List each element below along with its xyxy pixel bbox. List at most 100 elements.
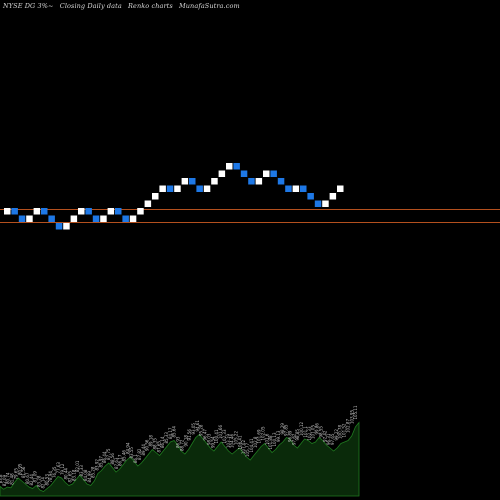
- volume-label: 101.69: [257, 429, 262, 443]
- volume-label: 100.12: [299, 422, 304, 436]
- volume-label: 87.63: [114, 457, 119, 469]
- volume-label: 95.28: [199, 424, 204, 436]
- volume-label: 83.28: [37, 475, 42, 487]
- volume-label: 96.47: [203, 429, 208, 441]
- renko-brick-up: [63, 223, 70, 230]
- renko-brick-down: [11, 208, 18, 215]
- volume-label: 87.65: [156, 441, 161, 453]
- renko-brick-up: [70, 215, 78, 222]
- volume-label: 80.44: [64, 468, 69, 480]
- volume-label: 89.18: [149, 435, 154, 447]
- renko-brick-down: [314, 200, 322, 207]
- volume-label: 80.53: [44, 474, 49, 486]
- volume-label: 86.44: [102, 451, 107, 463]
- volume-label: 85.33: [164, 432, 169, 444]
- renko-brick-up: [100, 215, 107, 222]
- volume-label: 88.35: [152, 438, 157, 450]
- renko-brick-down: [270, 170, 277, 177]
- renko-brick-down: [196, 185, 203, 192]
- renko-brick-up: [203, 185, 211, 192]
- volume-label: 99.86: [315, 423, 320, 435]
- renko-brick-down: [277, 178, 285, 185]
- volume-label: 101.6: [264, 433, 269, 445]
- volume-label: 101.05: [311, 425, 316, 439]
- volume-label: 83.55: [129, 447, 134, 459]
- volume-label: 83.18: [71, 469, 76, 481]
- volume-label: 80.74: [6, 472, 11, 484]
- volume-label: 101.52: [342, 423, 347, 437]
- volume-label: 103.19: [226, 434, 231, 448]
- volume-label: 80.67: [25, 472, 30, 484]
- renko-brick-down: [307, 193, 314, 200]
- renko-brick-down: [166, 185, 174, 192]
- volume-label: 91.56: [187, 429, 192, 441]
- volume-label: 98.03: [207, 433, 212, 445]
- renko-brick-up: [33, 208, 41, 215]
- volume-label: 82.14: [41, 477, 46, 489]
- volume-label: 82.44: [29, 474, 34, 486]
- renko-brick-up: [263, 170, 270, 177]
- volume-label: 104.41: [249, 438, 254, 452]
- chart-header: NYSE DG 3%~ Closing Daily data Renko cha…: [3, 2, 244, 10]
- renko-brick-down: [122, 215, 129, 222]
- renko-brick-up: [174, 185, 181, 192]
- volume-label: 81.09: [33, 471, 38, 483]
- header-renko-label: Renko charts: [128, 2, 173, 10]
- volume-label: 78.94: [48, 471, 53, 483]
- volume-label: 101.88: [268, 435, 273, 449]
- volume-label: 96.89: [288, 430, 293, 442]
- volume-label: 79.12: [60, 463, 65, 475]
- renko-brick-down: [189, 178, 196, 185]
- renko-brick-up: [329, 193, 337, 200]
- volume-label: 87.75: [106, 448, 111, 460]
- volume-label: 97.42: [322, 430, 327, 442]
- renko-brick-down: [248, 178, 255, 185]
- renko-brick-up: [144, 200, 152, 207]
- volume-label: 84.99: [87, 471, 92, 483]
- renko-brick-up: [159, 185, 166, 192]
- volume-label: 105.11: [353, 405, 358, 419]
- header-site: MunafaSutra.com: [179, 2, 240, 10]
- renko-brick-up: [4, 208, 11, 215]
- volume-label: 79.65: [13, 468, 18, 480]
- volume-area: [0, 421, 360, 497]
- volume-label: 85.46: [122, 450, 127, 462]
- volume-label: 81.48: [10, 473, 15, 485]
- header-symbol: NYSE DG 3%~: [3, 2, 54, 10]
- volume-label: 105.22: [234, 431, 239, 445]
- volume-label: 88.56: [110, 453, 115, 465]
- renko-brick-up: [129, 215, 137, 222]
- volume-label: 82.65: [68, 471, 73, 483]
- renko-brick-up: [211, 178, 218, 185]
- volume-labels: 83.882.0980.7481.4879.6580.9581.5680.678…: [0, 405, 358, 488]
- volume-label: 82.01: [75, 460, 80, 472]
- volume-label: 85.64: [172, 426, 177, 438]
- volume-label: 94.61: [195, 420, 200, 432]
- renko-brick-up: [322, 200, 329, 207]
- volume-label: 100.78: [338, 425, 343, 439]
- renko-brick-down: [55, 223, 63, 230]
- volume-label: 80.95: [17, 463, 22, 475]
- renko-brick-up: [226, 163, 233, 170]
- volume-label: 99.22: [334, 429, 339, 441]
- renko-brick-up: [255, 178, 263, 185]
- volume-label: 85.28: [91, 466, 96, 478]
- renko-brick-up: [152, 193, 159, 200]
- renko-brick-down: [240, 170, 248, 177]
- volume-label: 86.17: [118, 454, 123, 466]
- volume-label: 97.65: [330, 433, 335, 445]
- volume-label: 86.93: [176, 436, 181, 448]
- renko-brick-down: [41, 208, 48, 215]
- volume-label: 85.97: [98, 456, 103, 468]
- volume-label: 102.33: [222, 429, 227, 443]
- volume-label: 84.17: [168, 427, 173, 439]
- renko-brick-up: [26, 215, 33, 222]
- volume-label: 98.29: [280, 423, 285, 435]
- renko-brick-up: [137, 208, 144, 215]
- renko-brick-up: [107, 208, 115, 215]
- volume-label: 93.05: [191, 423, 196, 435]
- volume-label: 96.31: [326, 433, 331, 445]
- volume-label: 102.05: [261, 426, 266, 440]
- renko-brick-down: [300, 185, 307, 192]
- volume-label: 89.44: [141, 444, 146, 456]
